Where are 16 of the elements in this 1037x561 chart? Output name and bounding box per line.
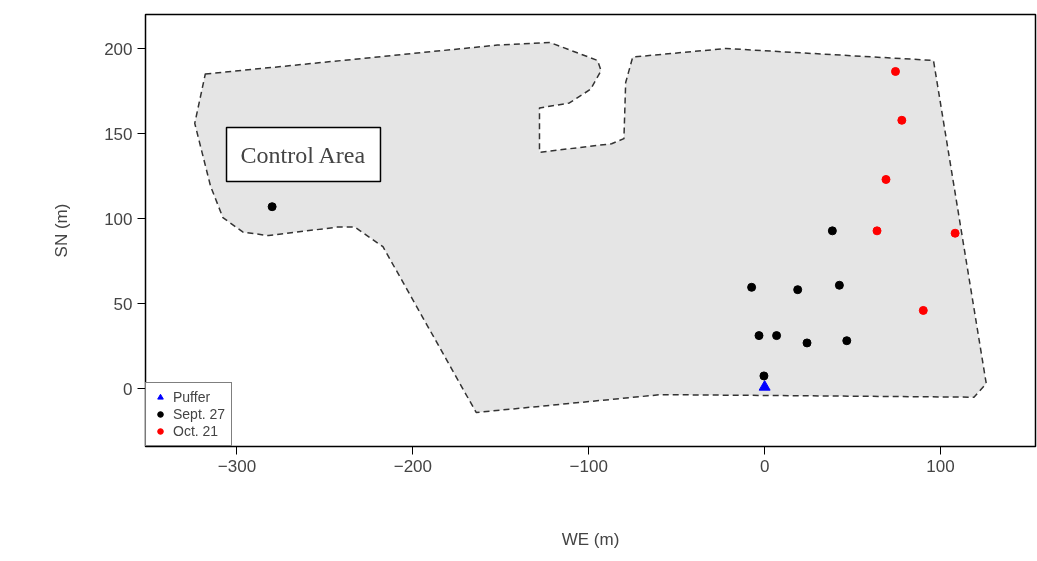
x-tick-label: 0 — [759, 456, 770, 476]
y-axis-title: SN (m) — [52, 203, 72, 258]
y-tick-label: 150 — [104, 124, 133, 144]
x-tick-label: −100 — [569, 456, 608, 476]
x-tick-label: −200 — [393, 456, 432, 476]
x-axis-title: WE (m) — [561, 529, 620, 549]
y-tick-label: 50 — [113, 294, 133, 314]
y-tick-label: 100 — [104, 209, 133, 229]
y-tick-label: 200 — [104, 39, 133, 59]
annotation: Control Area — [240, 141, 366, 168]
legend-label: Sept. 27 — [173, 406, 226, 422]
legend-label: Puffer — [173, 389, 211, 405]
y-tick-label: 0 — [123, 379, 133, 399]
legend-label: Oct. 21 — [173, 423, 219, 439]
x-tick-label: 100 — [926, 456, 955, 476]
x-tick-label: −300 — [217, 456, 257, 476]
